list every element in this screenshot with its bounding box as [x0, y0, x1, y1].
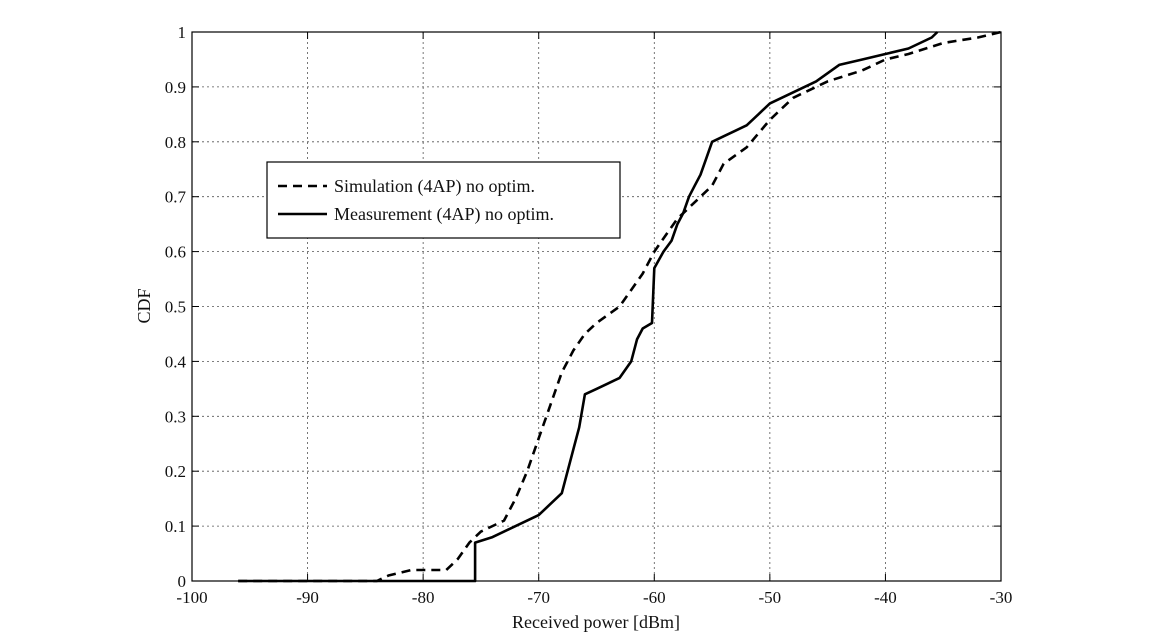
- x-axis-label: Received power [dBm]: [512, 612, 680, 632]
- x-tick-label: -30: [990, 588, 1013, 607]
- x-tick-label: -90: [296, 588, 319, 607]
- legend-label-measurement: Measurement (4AP) no optim.: [334, 204, 554, 225]
- legend-box: [266, 161, 621, 239]
- y-tick-label: 0.1: [165, 517, 186, 536]
- series-line-simulation: [238, 30, 1002, 583]
- y-tick-label: 0.5: [165, 298, 186, 317]
- x-tick-label: -80: [412, 588, 435, 607]
- legend: Simulation (4AP) no optim. Measurement (…: [266, 161, 621, 239]
- y-tick-label: 1: [178, 23, 187, 42]
- tick-labels: -100 -90 -80 -70 -60 -50 -40 -30 0 0.1 0.2 0.3 0.4 0.…: [165, 23, 1013, 607]
- y-axis-label: CDF: [134, 288, 154, 323]
- y-tick-label: 0.2: [165, 462, 186, 481]
- y-tick-label: 0.6: [165, 243, 186, 262]
- grid-lines: [192, 32, 1001, 581]
- legend-label-simulation: Simulation (4AP) no optim.: [334, 176, 535, 197]
- y-tick-label: 0.4: [165, 352, 187, 371]
- x-tick-label: -60: [643, 588, 666, 607]
- y-tick-label: 0: [178, 572, 187, 591]
- y-tick-label: 0.9: [165, 78, 186, 97]
- x-tick-label: -50: [759, 588, 782, 607]
- plot-area: [192, 32, 1001, 581]
- y-tick-label: 0.8: [165, 133, 186, 152]
- y-tick-label: 0.3: [165, 407, 186, 426]
- axis-ticks: [191, 31, 1002, 582]
- series-line-measurement: [238, 31, 939, 583]
- series-lines: [238, 30, 1002, 583]
- x-tick-label: -40: [874, 588, 897, 607]
- y-tick-label: 0.7: [165, 188, 187, 207]
- x-tick-label: -100: [176, 588, 207, 607]
- x-tick-label: -70: [527, 588, 550, 607]
